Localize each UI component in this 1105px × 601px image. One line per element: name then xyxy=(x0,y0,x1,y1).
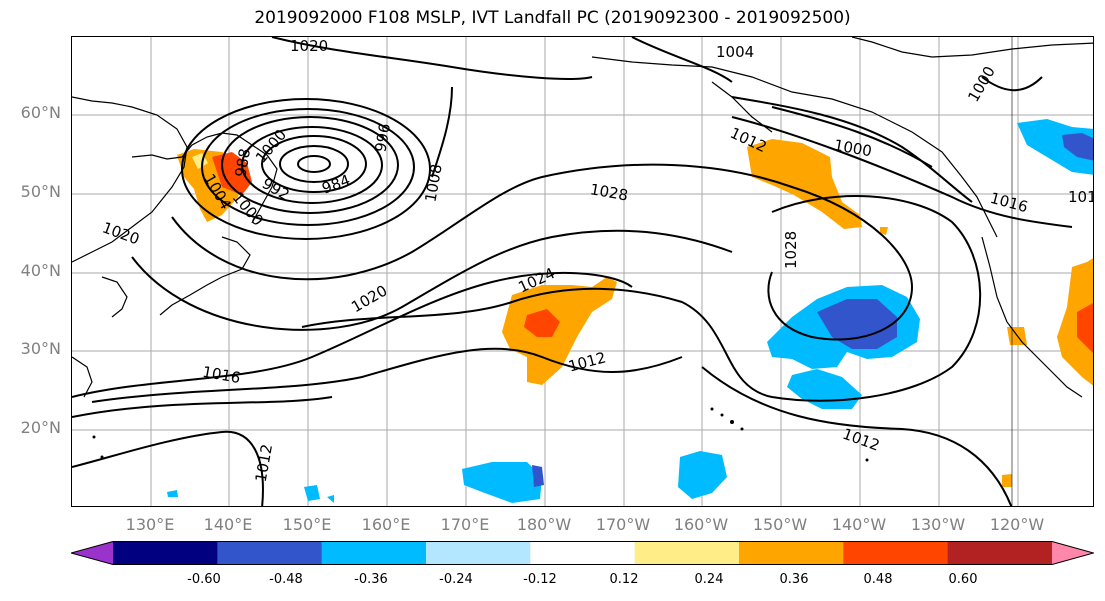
colorbar-segment xyxy=(530,541,636,565)
colorbar-segment xyxy=(113,541,218,565)
lon-label: 130°E xyxy=(125,515,175,534)
lon-label: 140°W xyxy=(831,515,887,534)
colorbar-tick: 0.48 xyxy=(863,572,893,587)
lon-label: 130°W xyxy=(910,515,966,534)
colorbar-tick: -0.12 xyxy=(523,572,557,587)
ivt-shading xyxy=(167,119,1093,503)
colorbar-segment xyxy=(634,541,740,565)
contour-labels: 1020 1004 1000 1000 1012 1000 988 984 99… xyxy=(100,37,1094,483)
contour-label: 1028 xyxy=(782,231,800,269)
contour-label: 992 xyxy=(259,174,293,204)
colorbar-tick: -0.60 xyxy=(187,572,221,587)
contour-label: 1016 xyxy=(988,189,1030,216)
map-title: 2019092000 F108 MSLP, IVT Landfall PC (2… xyxy=(254,8,851,28)
contour-label: 1020 xyxy=(348,281,390,316)
lon-label: 170°E xyxy=(440,515,490,534)
colorbar-tick: 0.36 xyxy=(779,572,809,587)
colorbar-extend-max xyxy=(1052,541,1094,565)
lat-label: 40°N xyxy=(20,261,61,280)
map-panel: 1020 1004 1000 1000 1012 1000 988 984 99… xyxy=(71,36,1094,507)
lat-label: 50°N xyxy=(20,182,61,201)
graticule xyxy=(72,37,1093,506)
contour-label: 1008 xyxy=(421,163,445,204)
lon-label: 170°W xyxy=(595,515,651,534)
colorbar-tick: -0.36 xyxy=(354,572,388,587)
lon-label: 150°E xyxy=(282,515,332,534)
colorbar xyxy=(71,541,1094,565)
contour-label: 1000 xyxy=(833,136,874,160)
colorbar-segment xyxy=(426,541,531,565)
lon-label: 160°E xyxy=(361,515,411,534)
lat-label: 20°N xyxy=(20,418,61,437)
lon-label: 150°W xyxy=(752,515,808,534)
lat-label: 60°N xyxy=(20,103,61,122)
colorbar-segment xyxy=(947,541,1053,565)
colorbar-segment xyxy=(843,541,949,565)
contour-label: 1020 xyxy=(100,218,142,248)
contour-label: 1016 xyxy=(201,363,242,387)
contour-label: 1012 xyxy=(840,425,882,455)
contour-label: 101 xyxy=(1068,188,1094,206)
colorbar-segments xyxy=(71,541,1094,565)
contour-label: 988 xyxy=(231,147,254,178)
contour-label: 1004 xyxy=(716,43,754,61)
isobars xyxy=(72,37,1073,506)
colorbar-segment xyxy=(321,541,427,565)
colorbar-tick: -0.24 xyxy=(439,572,473,587)
lon-label: 160°W xyxy=(673,515,729,534)
map-canvas: 1020 1004 1000 1000 1012 1000 988 984 99… xyxy=(72,37,1094,506)
colorbar-outline xyxy=(71,541,1094,565)
colorbar-tick: -0.48 xyxy=(269,572,303,587)
lon-label: 180°W xyxy=(516,515,572,534)
islands xyxy=(92,407,869,462)
colorbar-tick: 0.12 xyxy=(609,572,639,587)
contour-label: 1020 xyxy=(290,37,328,55)
lon-label: 120°W xyxy=(989,515,1045,534)
lon-label: 140°E xyxy=(203,515,253,534)
colorbar-segment xyxy=(739,541,844,565)
coastlines xyxy=(72,37,1093,506)
contour-label: 1028 xyxy=(589,180,630,204)
colorbar-extend-min xyxy=(71,541,113,565)
colorbar-tick: 0.60 xyxy=(948,572,978,587)
lat-label: 30°N xyxy=(20,339,61,358)
colorbar-tick: 0.24 xyxy=(694,572,724,587)
colorbar-segment xyxy=(217,541,323,565)
contour-label: 996 xyxy=(371,122,394,153)
